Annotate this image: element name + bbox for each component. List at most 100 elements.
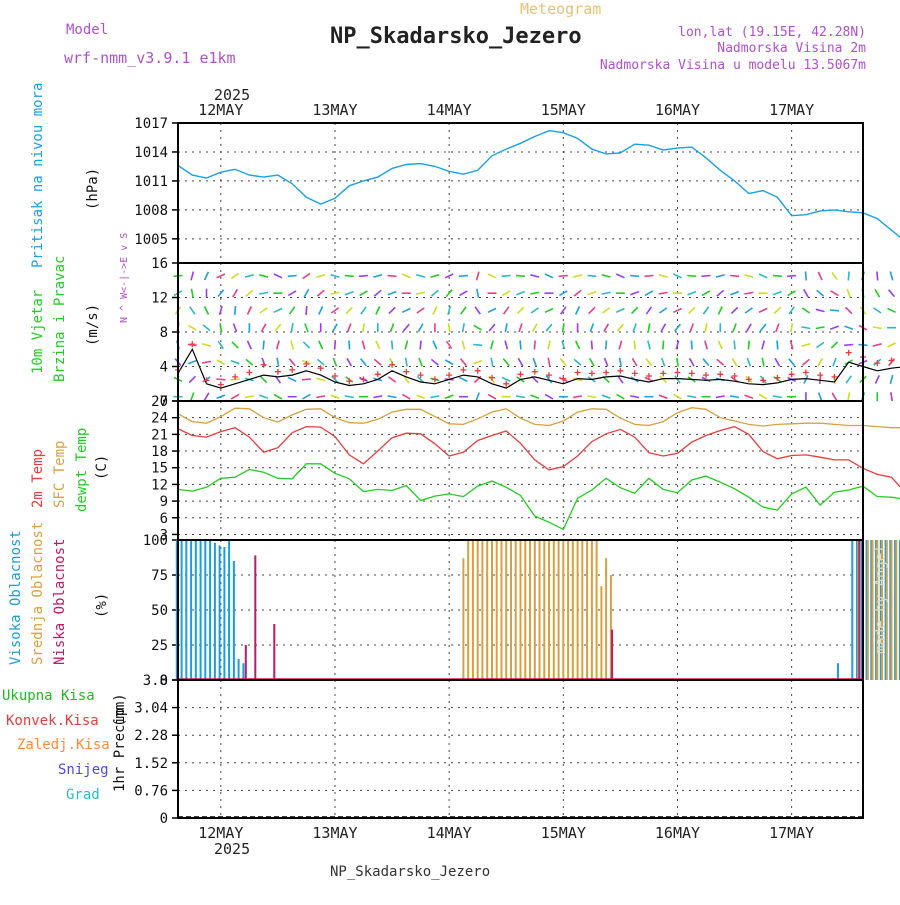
cloud-mid-bar xyxy=(567,540,570,680)
wind-arrow xyxy=(318,340,324,350)
model-altitude-label: Nadmorska Visina u modelu 13.5067m xyxy=(600,58,866,73)
meteogram-label: Meteogram xyxy=(520,0,601,18)
wind-gust-marker xyxy=(888,357,895,364)
cloud-mid-bar xyxy=(571,540,574,680)
wind-arrow xyxy=(817,357,824,367)
wind-arrow xyxy=(644,290,654,297)
temp-ytick-label: 27 xyxy=(151,394,168,410)
wind-arrow xyxy=(501,376,511,383)
precip-ylabel: 1hr Precip xyxy=(112,708,128,792)
cloud-high-bar xyxy=(875,540,878,680)
wind-gust-marker xyxy=(332,373,338,379)
wind-arrow xyxy=(673,393,682,400)
cloud-ylabel-high: Visoka Oblacnost xyxy=(8,530,24,665)
wind-arrow xyxy=(473,343,483,347)
wind-arrow xyxy=(817,271,823,281)
wind-arrow xyxy=(504,340,509,350)
wind-arrow xyxy=(316,358,325,366)
wind-arrow xyxy=(203,271,210,281)
wind-arrow xyxy=(615,273,625,279)
cloud-high-bar xyxy=(190,540,193,680)
wind-arrow xyxy=(829,309,839,312)
cloud-mid-bar xyxy=(481,540,484,680)
wind-gust-marker xyxy=(303,360,310,367)
wind-arrow xyxy=(831,271,838,281)
cloud-ytick-label: 25 xyxy=(151,638,168,654)
cloud-high-bar xyxy=(889,540,892,680)
wind-arrow xyxy=(872,343,882,347)
cloud-high-bar xyxy=(894,540,897,680)
wind-arrow xyxy=(717,306,723,315)
cloud-mid-bar xyxy=(495,540,498,680)
wind-gust-marker xyxy=(774,374,781,381)
wind-arrow xyxy=(416,291,426,295)
wind-arrow xyxy=(687,395,697,399)
wind-arrow xyxy=(189,392,195,402)
wind-arrow xyxy=(647,323,651,333)
wind-arrow xyxy=(587,290,597,296)
wind-arrow xyxy=(318,306,324,315)
wind-arrow xyxy=(460,306,467,315)
wind-arrow xyxy=(330,274,340,278)
cloud-mid-bar xyxy=(491,540,493,680)
wind-arrow xyxy=(704,340,708,350)
wind-arrow xyxy=(232,323,238,333)
wind-arrow xyxy=(217,340,225,350)
temp-2m-line xyxy=(177,425,900,488)
wind-arrow xyxy=(733,340,736,350)
cloud-mid-bar xyxy=(562,540,565,680)
wind-arrow xyxy=(688,357,695,367)
bottom-day-label: 15MAY xyxy=(541,824,586,842)
bottom-axis-year: 2025 xyxy=(214,840,250,858)
wind-arrow xyxy=(788,306,795,315)
wind-arrow xyxy=(231,341,239,349)
temp-ytick-label: 21 xyxy=(151,427,168,443)
wind-gust-marker xyxy=(617,367,624,374)
cloud-mid-bar xyxy=(605,558,608,680)
wind-arrow xyxy=(475,271,480,281)
cloud-high-bar xyxy=(856,540,858,680)
wind-arrow xyxy=(390,340,394,350)
wind-arrow xyxy=(459,358,467,367)
wind-gust-marker xyxy=(246,369,253,376)
cloud-mid-bar xyxy=(876,540,879,680)
wind-gust-marker xyxy=(688,370,695,377)
wind-arrow xyxy=(359,358,368,367)
cloud-mid-bar xyxy=(552,540,555,680)
wind-arrow xyxy=(461,323,465,333)
cloud-ylabel-mid: Srednja Oblacnost xyxy=(30,522,46,665)
wind-arrow xyxy=(216,394,226,399)
wind-arrow xyxy=(216,273,226,279)
wind-arrow xyxy=(487,273,497,279)
wind-arrow xyxy=(259,394,269,399)
cloud-low-bar xyxy=(254,555,257,680)
cloud-high-bar xyxy=(175,540,178,680)
precip-ytick-label: 0 xyxy=(160,811,168,827)
wind-arrow xyxy=(761,340,766,350)
bottom-day-label: 16MAY xyxy=(655,824,700,842)
wind-arrow xyxy=(389,323,395,333)
wind-arrow xyxy=(773,306,782,315)
wind-arrow xyxy=(801,307,811,314)
wind-arrow xyxy=(589,323,595,333)
wind-arrow xyxy=(644,274,654,278)
wind-arrow xyxy=(872,326,882,330)
wind-arrow xyxy=(673,323,682,332)
wind-arrow xyxy=(345,306,353,315)
wind-arrow xyxy=(817,392,823,402)
wind-arrow xyxy=(361,323,366,333)
wind-arrow xyxy=(689,323,695,333)
wind-arrow xyxy=(744,274,754,278)
cloud-high-bar xyxy=(218,545,221,680)
wind-arrow xyxy=(601,394,611,399)
wind-arrow xyxy=(759,323,767,332)
wind-arrow xyxy=(246,306,253,315)
cloud-mid-bar xyxy=(871,540,874,680)
wind-arrow xyxy=(758,273,768,279)
cloud-ytick-label: 50 xyxy=(151,603,168,619)
wind-gust-marker xyxy=(560,375,567,382)
wind-arrow xyxy=(746,357,752,367)
cloud-high-bar xyxy=(204,540,207,680)
wind-ytick-label: 8 xyxy=(160,325,168,341)
